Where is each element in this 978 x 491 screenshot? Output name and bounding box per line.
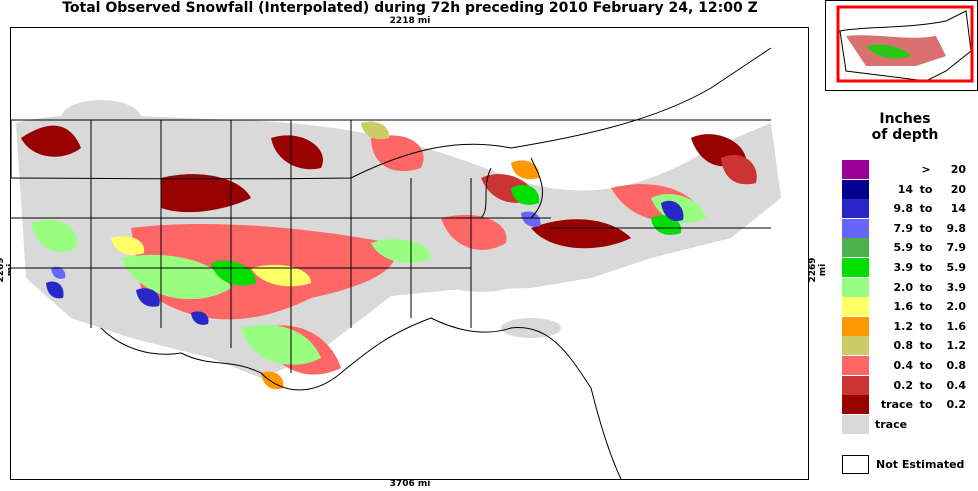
legend-hi: 20 <box>950 182 966 196</box>
bottom-scale-label: 3706 mi <box>389 479 431 489</box>
legend-hi: 1.6 <box>946 319 967 333</box>
0.8-to-1.2-layer <box>361 121 390 140</box>
inset-locator-map <box>825 0 978 91</box>
right-scale-label: 2269 mi <box>808 257 828 283</box>
legend-swatch <box>842 375 869 395</box>
legend-to: to <box>919 300 933 314</box>
legend-swatch <box>842 257 869 277</box>
legend-swatch <box>842 218 869 238</box>
3.9-to-5.9-layer <box>211 184 682 286</box>
legend-to: to <box>919 398 933 412</box>
legend-swatch <box>842 199 869 219</box>
boundaries-layer <box>11 47 772 479</box>
legend-swatch <box>842 277 869 297</box>
legend-swatch <box>842 160 869 179</box>
legend-lo: 0.2 <box>893 378 914 392</box>
1.6-to-2.0-layer <box>111 236 311 287</box>
legend-hi: 7.9 <box>946 241 967 255</box>
map-title: Total Observed Snowfall (Interpolated) d… <box>62 0 758 16</box>
legend-to: to <box>919 339 933 353</box>
not-estimated-swatch <box>842 455 869 474</box>
legend-swatch <box>842 395 869 415</box>
legend-title: Inches of depth <box>840 111 970 143</box>
legend-hi: 1.2 <box>946 339 967 353</box>
legend-hi: 0.2 <box>946 398 967 412</box>
inset-frame <box>836 5 974 83</box>
legend-hi: 5.9 <box>946 260 967 274</box>
legend-lo: 2.0 <box>893 280 914 294</box>
legend-to: to <box>919 280 933 294</box>
legend-swatch <box>842 238 869 258</box>
legend-hi: 20 <box>950 163 966 176</box>
legend-lo: 14 <box>897 182 913 196</box>
legend-lo: trace <box>880 398 913 412</box>
legend-title-line1: Inches <box>879 111 931 127</box>
legend-lo: 9.8 <box>893 202 914 216</box>
legend-swatch <box>842 336 869 356</box>
legend-swatch <box>842 355 869 375</box>
snowfall-map[interactable] <box>10 27 809 480</box>
legend-swatch <box>842 316 869 336</box>
legend-to: to <box>919 319 933 333</box>
legend-title-line2: of depth <box>871 127 939 143</box>
legend-lo: 0.4 <box>893 358 914 372</box>
legend-hi: 0.4 <box>946 378 967 392</box>
9.8-to-14-layer <box>46 200 684 325</box>
not-estimated-label: Not Estimated <box>876 458 965 471</box>
legend-lo: 1.6 <box>893 300 914 314</box>
top-scale-label: 2218 mi <box>389 16 431 26</box>
legend-swatch <box>842 414 869 434</box>
snowfall-map-graphic <box>11 47 781 479</box>
legend-hi: 9.8 <box>946 221 967 235</box>
legend-lo: 5.9 <box>893 241 914 255</box>
legend-label: trace <box>875 417 908 431</box>
legend-lo: 0.8 <box>893 339 914 353</box>
legend-swatch <box>842 179 869 199</box>
legend-to: to <box>919 241 933 255</box>
legend-to: to <box>919 202 933 216</box>
legend-lo: 3.9 <box>893 260 914 274</box>
2.0-to-3.9-layer <box>31 194 706 365</box>
legend-hi: 3.9 <box>946 280 967 294</box>
legend-to: > <box>921 163 931 176</box>
legend-lo: 7.9 <box>893 221 914 235</box>
legend-to: to <box>919 378 933 392</box>
7.9-to-9.8-layer <box>51 211 541 279</box>
inset-map-graphic <box>836 5 974 83</box>
legend-to: to <box>919 221 933 235</box>
legend-lo: 1.2 <box>893 319 914 333</box>
legend-to: to <box>919 182 933 196</box>
legend-hi: 2.0 <box>946 300 967 314</box>
legend-swatch <box>842 297 869 317</box>
legend-to: to <box>919 358 933 372</box>
legend-hi: 14 <box>950 202 966 216</box>
legend-hi: 0.8 <box>946 358 967 372</box>
legend-to: to <box>919 260 933 274</box>
